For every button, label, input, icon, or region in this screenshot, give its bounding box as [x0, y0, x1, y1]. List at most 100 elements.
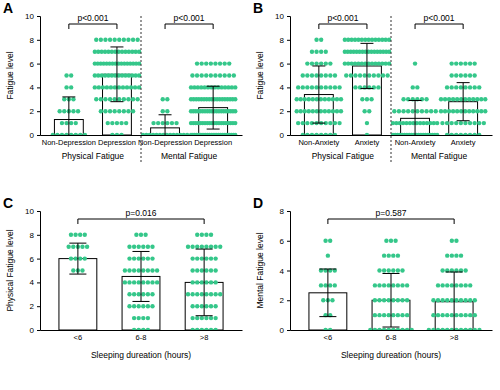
data-point [137, 292, 141, 296]
data-point [209, 316, 213, 320]
data-point [454, 328, 458, 330]
y-axis-title: Mental Fatigue level [255, 232, 265, 308]
data-point [451, 109, 455, 113]
y-tick: 6 [30, 60, 40, 69]
data-point [190, 328, 194, 330]
error-bar-line [116, 47, 117, 102]
data-point [324, 50, 328, 54]
data-point [204, 73, 208, 77]
data-point [483, 97, 487, 101]
error-bar-line [366, 43, 367, 88]
y-tick-mark [37, 282, 40, 283]
data-point [132, 280, 136, 284]
data-point [213, 73, 217, 77]
data-point [127, 256, 131, 260]
data-point [83, 133, 87, 135]
data-point [127, 280, 131, 284]
data-point [387, 268, 391, 272]
error-bar-cap [360, 43, 373, 44]
data-point [141, 316, 145, 320]
data-point [440, 283, 444, 287]
data-point [396, 328, 400, 330]
plot-area [51, 38, 238, 135]
data-point [146, 268, 150, 272]
data-point [71, 97, 75, 101]
data-point [477, 85, 481, 89]
significance-bracket [328, 219, 454, 224]
data-point [305, 133, 309, 135]
data-point [459, 61, 463, 65]
data-point [141, 245, 145, 249]
panel: 0246810Non-DepressionDepressionNon-Depre… [3, 0, 243, 163]
data-point [314, 61, 318, 65]
data-point [141, 304, 145, 308]
data-point [101, 85, 105, 89]
data-point [477, 328, 481, 330]
data-point [71, 268, 75, 272]
data-point [463, 313, 467, 317]
x-tick-label: Anxiety [355, 138, 380, 147]
data-point [151, 121, 155, 125]
data-point [415, 109, 419, 113]
data-point [123, 280, 127, 284]
error-bar [69, 243, 86, 274]
data-point [127, 268, 131, 272]
data-point [459, 85, 463, 89]
x-tick: >8 [200, 330, 209, 342]
data-point [137, 316, 141, 320]
y-tick-mark [37, 330, 40, 331]
data-point [209, 268, 213, 272]
data-point [139, 233, 143, 237]
data-point [396, 253, 400, 257]
data-point [367, 73, 371, 77]
data-point [455, 97, 459, 101]
data-point [132, 328, 136, 330]
y-tick-mark [37, 211, 40, 212]
data-point [200, 280, 204, 284]
y-axis: 0246810 [25, 12, 40, 140]
data-point [319, 85, 323, 89]
error-bar-cap [446, 271, 463, 272]
error-bar-cap [159, 114, 172, 115]
data-point [117, 38, 121, 42]
data-point [60, 121, 64, 125]
y-tick-mark [287, 64, 290, 65]
y-axis-line [287, 212, 291, 331]
x-axis: <66-8>8 [291, 330, 493, 342]
y-axis-title: Physical Fatigue level [5, 229, 15, 311]
data-point [213, 245, 217, 249]
data-point [161, 121, 165, 125]
data-point [392, 109, 396, 113]
data-point [353, 85, 357, 89]
y-tick-mark [37, 135, 40, 136]
y-tick-label: 8 [30, 231, 35, 240]
plot-area [59, 233, 223, 330]
data-point [71, 245, 75, 249]
data-point [76, 109, 80, 113]
data-point [310, 133, 314, 135]
data-point [195, 245, 199, 249]
y-tick-mark [287, 241, 290, 242]
data-point [204, 280, 208, 284]
y-tick-label: 0 [30, 326, 35, 335]
data-point [387, 313, 391, 317]
data-point [108, 109, 112, 113]
data-point [303, 97, 307, 101]
data-point [436, 328, 440, 330]
y-tick: 10 [25, 207, 40, 216]
y-tick: 0 [30, 131, 40, 140]
error-bar-line [77, 243, 78, 274]
y-axis: 0246810 [275, 12, 290, 140]
data-point [305, 61, 309, 65]
y-axis-line [37, 212, 41, 331]
data-point [141, 280, 145, 284]
data-point [110, 121, 114, 125]
data-point [133, 85, 137, 89]
panel-label: B [253, 0, 263, 16]
data-point [372, 73, 376, 77]
data-point [296, 85, 300, 89]
x-tick: 6-8 [386, 330, 397, 342]
data-point [213, 328, 217, 330]
x-tick-label: <6 [74, 333, 83, 342]
data-point [369, 97, 373, 101]
